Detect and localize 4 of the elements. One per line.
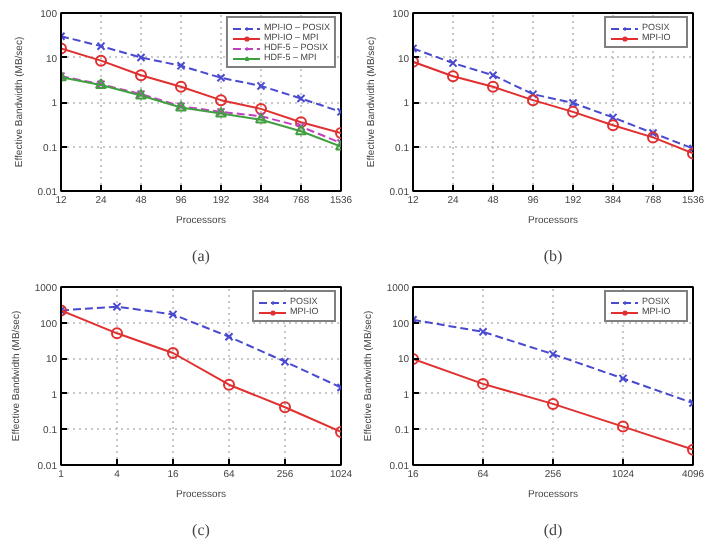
text: (c) [192,521,211,539]
text: (b) [543,247,563,265]
text: (a) [192,247,211,265]
text: (d) [543,521,563,539]
